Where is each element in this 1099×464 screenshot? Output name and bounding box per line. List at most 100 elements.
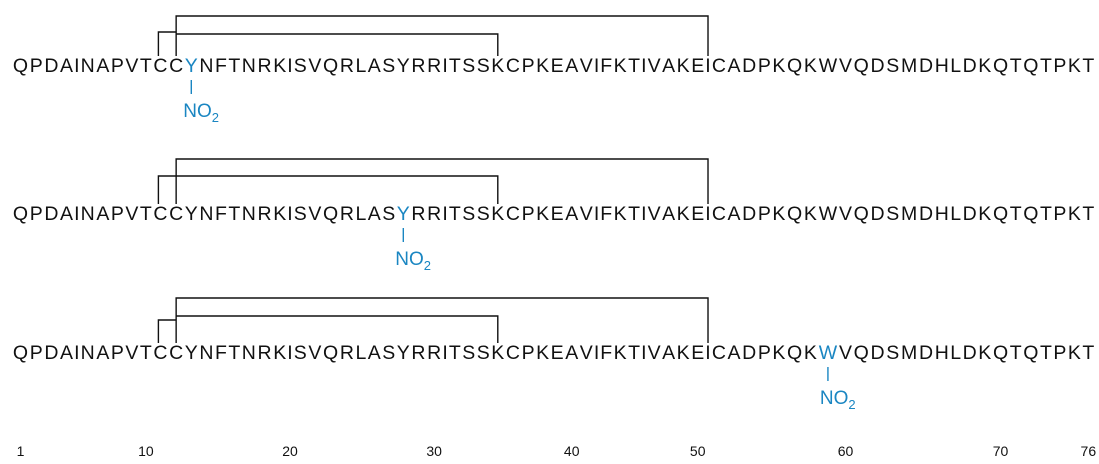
residue-letter: T: [228, 55, 240, 77]
disulfide-bond-inner: [176, 175, 499, 204]
residue-letter: H: [935, 203, 949, 225]
residue-letter: C: [712, 55, 726, 77]
residue-letter: K: [804, 203, 817, 225]
residue-letter: A: [60, 342, 73, 364]
residue-letter: E: [691, 342, 704, 364]
residue-letter: P: [1053, 342, 1066, 364]
residue-letter: Q: [1023, 203, 1038, 225]
residue-letter: K: [978, 342, 991, 364]
residue-letter: N: [242, 55, 256, 77]
nitrated-residue: Y: [185, 55, 198, 77]
residue-letter: V: [580, 55, 593, 77]
residue-letter: E: [551, 203, 564, 225]
residue-letter: F: [215, 203, 227, 225]
residue-letter: K: [804, 342, 817, 364]
residue-letter: K: [536, 203, 549, 225]
position-tick-label: 10: [138, 443, 154, 459]
residue-letter: V: [839, 55, 852, 77]
residue-letter: A: [728, 203, 741, 225]
position-tick-label: 20: [282, 443, 298, 459]
residue-letter: P: [758, 203, 771, 225]
residue-letter: Q: [993, 342, 1008, 364]
residue-letter: N: [242, 203, 256, 225]
residue-letter: R: [258, 342, 272, 364]
residue-letter: R: [340, 342, 354, 364]
position-tick-label: 30: [426, 443, 442, 459]
residue-letter: S: [382, 55, 395, 77]
disulfide-bond-inner-left: [157, 175, 177, 204]
residue-letter: D: [963, 203, 977, 225]
residue-letter: I: [705, 203, 710, 225]
residue-letter: T: [628, 342, 640, 364]
residue-letter: A: [565, 203, 578, 225]
residue-letter: R: [411, 342, 425, 364]
residue-letter: A: [368, 55, 381, 77]
residue-letter: I: [74, 342, 79, 364]
residue-letter: P: [30, 342, 43, 364]
position-tick-label: 60: [838, 443, 854, 459]
residue-letter: C: [153, 342, 167, 364]
residue-letter: I: [74, 203, 79, 225]
residue-letter: K: [677, 342, 690, 364]
residue-letter: Q: [323, 342, 338, 364]
residue-letter: K: [536, 55, 549, 77]
residue-letter: I: [287, 342, 292, 364]
disulfide-bond-inner: [176, 315, 499, 343]
residue-letter: N: [199, 203, 213, 225]
residue-letter: K: [772, 342, 785, 364]
residue-letter: S: [382, 203, 395, 225]
residue-letter: T: [1040, 55, 1052, 77]
residue-letter: T: [628, 55, 640, 77]
residue-letter: D: [871, 55, 885, 77]
nitrated-residue: W: [819, 342, 838, 364]
residue-letter: A: [662, 203, 675, 225]
residue-letter: P: [30, 203, 43, 225]
residue-letter: A: [96, 342, 109, 364]
residue-letter: D: [919, 55, 933, 77]
residue-letter: L: [355, 342, 366, 364]
residue-letter: F: [600, 203, 612, 225]
residue-letter: I: [641, 55, 646, 77]
residue-letter: V: [308, 55, 321, 77]
residue-letter: N: [199, 55, 213, 77]
residue-letter: I: [287, 55, 292, 77]
residue-letter: P: [30, 55, 43, 77]
residue-letter: A: [565, 342, 578, 364]
residue-letter: Q: [787, 342, 802, 364]
residue-letter: I: [705, 342, 710, 364]
residue-letter: A: [728, 342, 741, 364]
residue-letter: L: [355, 203, 366, 225]
residue-letter: I: [641, 342, 646, 364]
residue-letter: Q: [787, 203, 802, 225]
residue-letter: N: [81, 55, 95, 77]
residue-letter: I: [442, 55, 447, 77]
residue-letter: I: [442, 342, 447, 364]
residue-letter: Q: [854, 342, 869, 364]
position-tick-label: 1: [17, 443, 25, 459]
residue-letter: V: [580, 342, 593, 364]
residue-letter: K: [772, 55, 785, 77]
residue-letter: D: [742, 203, 756, 225]
residue-letter: S: [294, 55, 307, 77]
residue-letter: P: [522, 342, 535, 364]
residue-letter: K: [1068, 55, 1081, 77]
residue-letter: Q: [13, 55, 28, 77]
residue-letter: C: [712, 203, 726, 225]
residue-letter: P: [111, 203, 124, 225]
residue-letter: P: [1053, 203, 1066, 225]
residue-letter: Q: [993, 55, 1008, 77]
position-tick-label: 70: [993, 443, 1009, 459]
residue-letter: P: [1053, 55, 1066, 77]
residue-letter: S: [294, 342, 307, 364]
residue-letter: A: [96, 203, 109, 225]
residue-letter: I: [594, 342, 599, 364]
residue-letter: T: [1082, 55, 1094, 77]
residue-letter: S: [886, 342, 899, 364]
residue-letter: N: [242, 342, 256, 364]
residue-letter: K: [273, 203, 286, 225]
residue-letter: Q: [854, 203, 869, 225]
residue-letter: T: [1010, 342, 1022, 364]
residue-letter: K: [536, 342, 549, 364]
residue-letter: K: [978, 203, 991, 225]
